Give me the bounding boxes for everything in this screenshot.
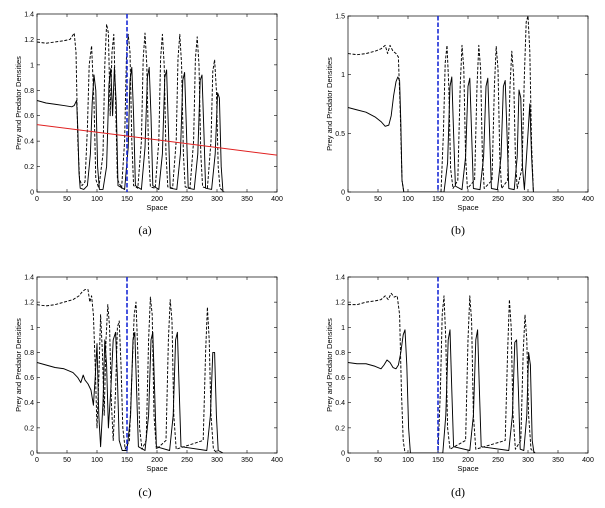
y-tick-label: 1	[341, 72, 345, 79]
series-red-line-a	[37, 124, 277, 156]
x-tick-label: 350	[241, 196, 253, 203]
y-tick-label: 0.4	[24, 400, 34, 407]
x-tick-label: 200	[151, 196, 163, 203]
x-tick-label: 350	[552, 457, 564, 464]
x-tick-label: 400	[271, 196, 283, 203]
x-tick-label: 0	[35, 196, 39, 203]
y-tick-label: 0.2	[24, 164, 34, 171]
y-tick-label: 0.2	[24, 425, 34, 432]
y-tick-label: 0.8	[24, 88, 34, 95]
y-tick-label: 0	[30, 451, 34, 458]
series-dashed-density-b	[348, 16, 534, 192]
x-tick-label: 400	[582, 457, 594, 464]
axes-frame-c	[36, 276, 278, 454]
panel-b: 0 50 100 150 200 250 300 350 400 0 0.5 1 1.5 Space Pre…	[325, 14, 594, 238]
x-tick-label: 300	[522, 196, 534, 203]
x-tick-label: 100	[91, 196, 103, 203]
x-tick-label: 350	[552, 196, 564, 203]
y-tick-label: 0	[341, 451, 345, 458]
series-dashed-density-a	[37, 23, 225, 192]
x-tick-label: 200	[462, 457, 474, 464]
x-tick-label: 250	[492, 457, 504, 464]
series-dashed-density-d	[348, 292, 536, 453]
x-tick-label: 250	[492, 196, 504, 203]
y-tick-label: 1.4	[24, 12, 34, 19]
x-axis-label: Space	[457, 203, 478, 212]
x-tick-label: 100	[91, 457, 103, 464]
axes-frame-b	[347, 15, 589, 193]
y-tick-label: 0	[30, 190, 34, 197]
y-axis-label: Prey and Predator Densities	[325, 57, 334, 151]
x-tick-label: 250	[181, 196, 193, 203]
panel-caption: (a)	[138, 223, 151, 237]
x-axis-label: Space	[457, 464, 478, 473]
y-axis-label: Prey and Predator Densities	[14, 56, 23, 150]
x-tick-label: 150	[432, 457, 444, 464]
y-tick-label: 1	[30, 325, 34, 332]
x-tick-label: 300	[211, 457, 223, 464]
y-tick-label: 1.2	[24, 300, 34, 307]
y-tick-label: 0	[341, 190, 345, 197]
x-tick-label: 150	[121, 196, 133, 203]
x-tick-label: 250	[181, 457, 193, 464]
x-tick-label: 0	[346, 196, 350, 203]
series-dashed-density-c	[37, 289, 218, 453]
x-tick-label: 400	[582, 196, 594, 203]
x-tick-label: 300	[211, 196, 223, 203]
y-axis-label: Prey and Predator Densities	[325, 318, 334, 412]
y-tick-label: 0.8	[335, 350, 345, 357]
y-tick-label: 0.5	[335, 131, 345, 138]
x-tick-label: 100	[402, 457, 414, 464]
x-tick-label: 0	[346, 457, 350, 464]
x-tick-label: 50	[63, 196, 71, 203]
y-tick-label: 0.2	[335, 425, 345, 432]
y-tick-label: 0.6	[335, 375, 345, 382]
panel-caption: (c)	[138, 485, 151, 499]
y-axis-label: Prey and Predator Densities	[14, 318, 23, 412]
x-tick-label: 100	[402, 196, 414, 203]
x-tick-label: 200	[151, 457, 163, 464]
y-tick-label: 1.2	[335, 300, 345, 307]
x-tick-label: 50	[374, 196, 382, 203]
y-tick-label: 1.2	[24, 37, 34, 44]
x-tick-label: 350	[241, 457, 253, 464]
y-tick-label: 1	[30, 62, 34, 69]
y-tick-label: 0.6	[24, 113, 34, 120]
y-tick-label: 0.4	[335, 400, 345, 407]
series-solid-density-c	[37, 331, 224, 453]
x-axis-label: Space	[146, 464, 167, 473]
y-tick-label: 1.4	[24, 275, 34, 282]
y-tick-label: 0.8	[24, 350, 34, 357]
y-tick-label: 1.4	[335, 275, 345, 282]
x-tick-label: 150	[121, 457, 133, 464]
y-tick-label: 1.5	[335, 14, 345, 21]
x-axis-label: Space	[146, 203, 167, 212]
series-solid-density-d	[348, 329, 535, 453]
x-tick-label: 150	[432, 196, 444, 203]
panel-caption: (b)	[451, 223, 465, 237]
panel-c: 0 50 100 150 200 250 300 350 400 0 0.2 0.4 0.6 0.8 1 1.…	[14, 275, 283, 500]
x-tick-label: 50	[374, 457, 382, 464]
panel-d: 0 50 100 150 200 250 300 350 400 0 0.2 0.4 0.6 0.8 1 1.…	[325, 275, 594, 500]
y-tick-label: 1	[341, 325, 345, 332]
axes-frame-a	[36, 13, 278, 193]
series-solid-density-b	[348, 76, 534, 192]
x-tick-label: 200	[462, 196, 474, 203]
x-tick-label: 400	[271, 457, 283, 464]
panel-a: 0 50 100 150 200 250 300 350 400 0 0.2 0.4 0.6 0.8 1 1.…	[14, 12, 283, 238]
x-tick-label: 300	[522, 457, 534, 464]
y-tick-label: 0.4	[24, 139, 34, 146]
x-tick-label: 0	[35, 457, 39, 464]
series-solid-density-a	[37, 66, 224, 192]
y-tick-label: 0.6	[24, 375, 34, 382]
panel-caption: (d)	[451, 485, 465, 499]
x-tick-label: 50	[63, 457, 71, 464]
